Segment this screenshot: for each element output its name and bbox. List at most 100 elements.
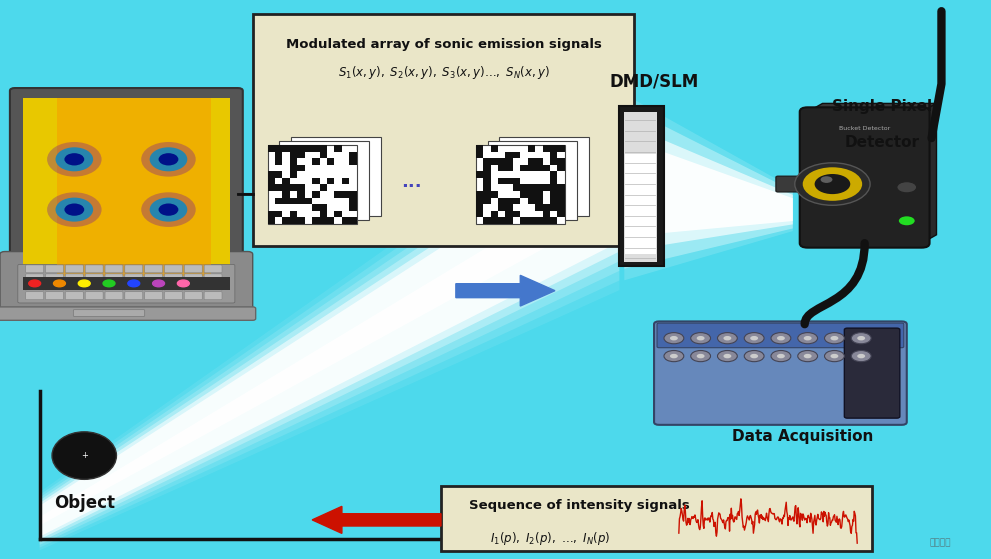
FancyBboxPatch shape xyxy=(268,211,275,217)
FancyBboxPatch shape xyxy=(535,191,543,197)
Circle shape xyxy=(851,350,871,362)
Circle shape xyxy=(815,174,850,194)
Circle shape xyxy=(804,354,812,358)
Circle shape xyxy=(670,354,678,358)
FancyBboxPatch shape xyxy=(505,178,513,184)
FancyBboxPatch shape xyxy=(513,178,520,184)
FancyBboxPatch shape xyxy=(476,191,484,197)
FancyBboxPatch shape xyxy=(204,292,222,300)
FancyBboxPatch shape xyxy=(513,184,520,191)
FancyBboxPatch shape xyxy=(550,152,557,158)
FancyBboxPatch shape xyxy=(550,191,557,197)
Circle shape xyxy=(803,167,862,201)
FancyBboxPatch shape xyxy=(165,274,182,282)
Ellipse shape xyxy=(52,432,117,480)
Ellipse shape xyxy=(48,142,102,177)
FancyBboxPatch shape xyxy=(290,184,297,191)
FancyBboxPatch shape xyxy=(342,178,350,184)
Circle shape xyxy=(670,336,678,340)
Circle shape xyxy=(777,354,785,358)
FancyBboxPatch shape xyxy=(491,191,497,197)
Circle shape xyxy=(691,333,711,344)
FancyBboxPatch shape xyxy=(46,283,63,291)
FancyBboxPatch shape xyxy=(527,191,535,197)
FancyBboxPatch shape xyxy=(527,197,535,204)
Text: Object: Object xyxy=(54,494,115,512)
Circle shape xyxy=(103,280,115,287)
FancyBboxPatch shape xyxy=(275,184,282,191)
FancyBboxPatch shape xyxy=(65,292,83,300)
FancyBboxPatch shape xyxy=(476,204,484,211)
FancyBboxPatch shape xyxy=(85,265,103,273)
Circle shape xyxy=(825,333,844,344)
FancyBboxPatch shape xyxy=(776,176,815,192)
Text: $I_1(p),\ I_2(p),\ \ldots,\ I_N(p)$: $I_1(p),\ I_2(p),\ \ldots,\ I_N(p)$ xyxy=(490,530,610,547)
FancyBboxPatch shape xyxy=(297,217,305,224)
FancyBboxPatch shape xyxy=(282,184,290,191)
FancyBboxPatch shape xyxy=(543,145,550,152)
Polygon shape xyxy=(624,124,793,251)
FancyBboxPatch shape xyxy=(484,184,491,191)
FancyBboxPatch shape xyxy=(297,191,305,197)
FancyBboxPatch shape xyxy=(491,211,497,217)
FancyArrow shape xyxy=(456,276,555,306)
FancyBboxPatch shape xyxy=(275,158,282,165)
FancyBboxPatch shape xyxy=(291,138,381,216)
FancyBboxPatch shape xyxy=(527,184,535,191)
FancyBboxPatch shape xyxy=(46,292,63,300)
Polygon shape xyxy=(624,138,793,236)
Circle shape xyxy=(153,280,165,287)
Circle shape xyxy=(771,350,791,362)
Circle shape xyxy=(795,163,870,205)
FancyBboxPatch shape xyxy=(350,158,357,165)
FancyBboxPatch shape xyxy=(535,204,543,211)
Polygon shape xyxy=(922,103,936,243)
FancyBboxPatch shape xyxy=(350,197,357,204)
Ellipse shape xyxy=(141,192,195,227)
FancyBboxPatch shape xyxy=(476,145,484,152)
FancyBboxPatch shape xyxy=(165,265,182,273)
FancyBboxPatch shape xyxy=(125,283,143,291)
FancyBboxPatch shape xyxy=(335,211,342,217)
FancyBboxPatch shape xyxy=(268,145,275,152)
FancyBboxPatch shape xyxy=(484,197,491,204)
Circle shape xyxy=(771,333,791,344)
FancyBboxPatch shape xyxy=(543,165,550,172)
FancyBboxPatch shape xyxy=(105,283,123,291)
FancyBboxPatch shape xyxy=(282,197,290,204)
FancyBboxPatch shape xyxy=(204,283,222,291)
Polygon shape xyxy=(808,103,936,112)
Circle shape xyxy=(897,182,917,193)
FancyBboxPatch shape xyxy=(557,165,565,172)
FancyBboxPatch shape xyxy=(275,145,282,152)
FancyBboxPatch shape xyxy=(550,184,557,191)
FancyBboxPatch shape xyxy=(476,152,484,158)
FancyBboxPatch shape xyxy=(26,265,44,273)
FancyBboxPatch shape xyxy=(204,265,222,273)
Text: Single Pixel: Single Pixel xyxy=(831,99,933,113)
FancyBboxPatch shape xyxy=(165,292,182,300)
Polygon shape xyxy=(40,104,619,545)
FancyBboxPatch shape xyxy=(297,145,305,152)
Ellipse shape xyxy=(159,203,178,216)
Polygon shape xyxy=(40,113,619,542)
Polygon shape xyxy=(624,106,793,269)
FancyBboxPatch shape xyxy=(657,323,904,348)
FancyBboxPatch shape xyxy=(491,158,497,165)
FancyBboxPatch shape xyxy=(125,274,143,282)
Circle shape xyxy=(857,354,865,358)
FancyBboxPatch shape xyxy=(0,307,256,320)
FancyBboxPatch shape xyxy=(619,106,664,266)
FancyBboxPatch shape xyxy=(543,204,550,211)
FancyBboxPatch shape xyxy=(10,88,243,299)
FancyBboxPatch shape xyxy=(557,211,565,217)
FancyBboxPatch shape xyxy=(312,191,319,197)
FancyBboxPatch shape xyxy=(476,145,565,224)
FancyBboxPatch shape xyxy=(319,217,327,224)
Circle shape xyxy=(821,176,832,183)
FancyBboxPatch shape xyxy=(550,204,557,211)
FancyBboxPatch shape xyxy=(484,165,491,172)
FancyBboxPatch shape xyxy=(319,145,327,152)
FancyBboxPatch shape xyxy=(484,172,491,178)
FancyBboxPatch shape xyxy=(65,265,83,273)
